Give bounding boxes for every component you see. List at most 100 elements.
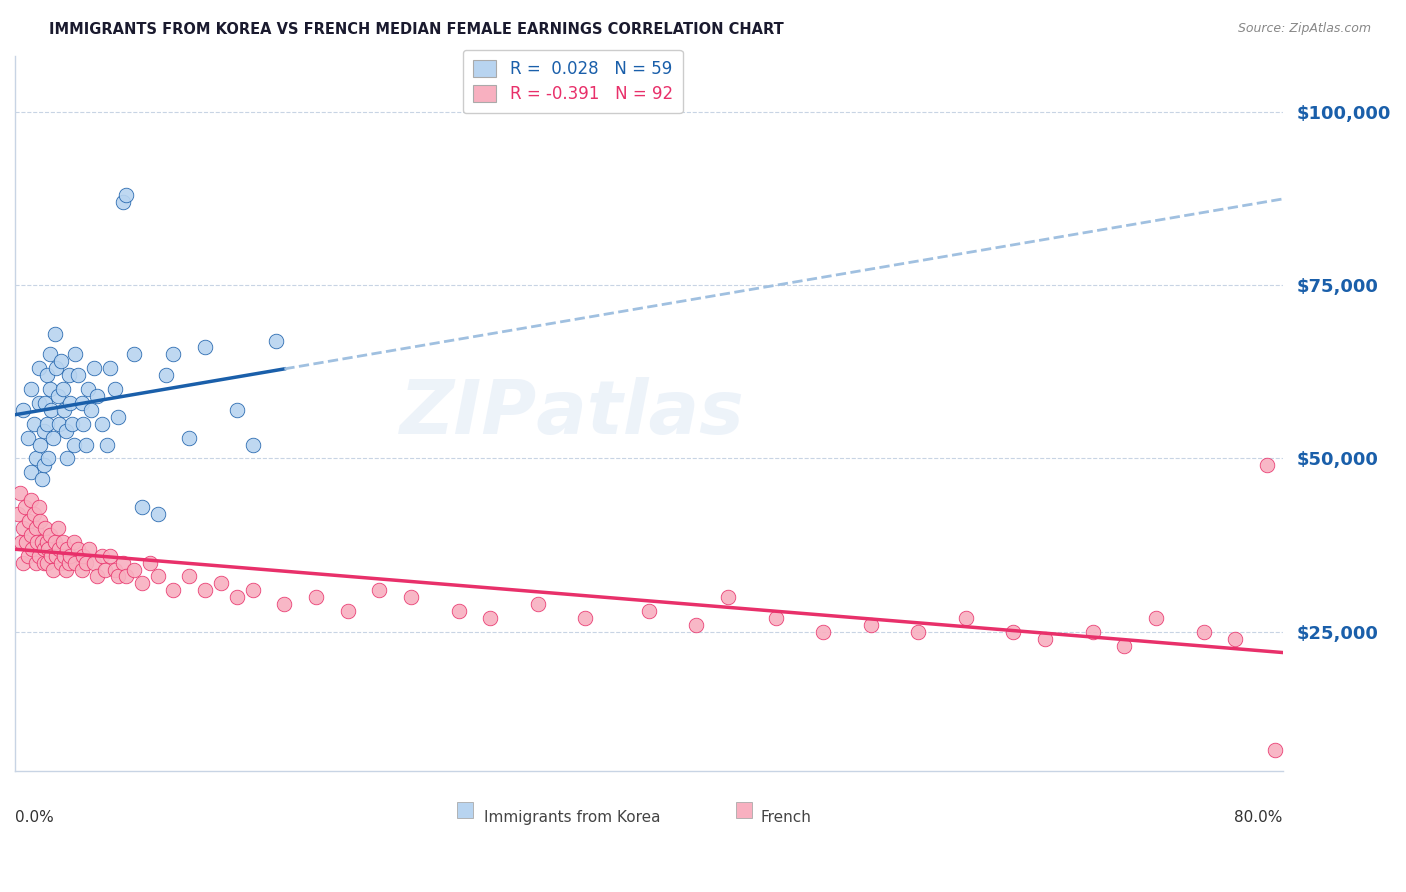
Point — [20, 528, 42, 542]
Text: Immigrants from Korea: Immigrants from Korea — [484, 810, 661, 825]
Point — [17, 549, 39, 563]
Point — [45, 549, 67, 563]
Point — [115, 569, 138, 583]
Text: IMMIGRANTS FROM KOREA VS FRENCH MEDIAN FEMALE EARNINGS CORRELATION CHART: IMMIGRANTS FROM KOREA VS FRENCH MEDIAN F… — [49, 22, 785, 37]
Point — [59, 396, 82, 410]
Point — [22, 417, 45, 431]
Point — [63, 347, 86, 361]
Point — [18, 514, 41, 528]
Point — [58, 556, 80, 570]
Point — [75, 437, 97, 451]
Point — [53, 549, 76, 563]
Point — [907, 624, 929, 639]
Point — [32, 556, 55, 570]
Point — [80, 403, 103, 417]
Point — [17, 431, 39, 445]
Point — [479, 611, 502, 625]
Point — [21, 541, 44, 556]
Point — [55, 562, 77, 576]
Point — [72, 549, 94, 563]
Point — [58, 368, 80, 383]
Point — [75, 556, 97, 570]
Point — [96, 437, 118, 451]
Point — [24, 556, 46, 570]
Legend: R =  0.028   N = 59, R = -0.391   N = 92: R = 0.028 N = 59, R = -0.391 N = 92 — [463, 50, 683, 113]
Point — [131, 500, 153, 514]
Point — [86, 569, 108, 583]
Point — [34, 521, 56, 535]
Point — [1114, 639, 1136, 653]
Point — [38, 382, 60, 396]
Point — [60, 417, 83, 431]
Point — [86, 389, 108, 403]
Point — [98, 549, 121, 563]
Point — [717, 591, 740, 605]
Point — [44, 326, 66, 341]
Point — [20, 466, 42, 480]
Point — [1264, 743, 1286, 757]
Point — [56, 451, 79, 466]
Point — [22, 507, 45, 521]
Point — [266, 334, 288, 348]
Point — [35, 417, 58, 431]
Point — [48, 541, 70, 556]
Point — [70, 396, 93, 410]
Point — [91, 417, 114, 431]
Point — [51, 534, 73, 549]
Point — [31, 534, 53, 549]
Text: 0.0%: 0.0% — [15, 810, 53, 825]
Point — [1033, 632, 1056, 646]
Point — [30, 514, 52, 528]
Point — [194, 341, 217, 355]
Point — [24, 521, 46, 535]
Point — [28, 396, 51, 410]
Point — [11, 556, 34, 570]
Point — [104, 562, 127, 576]
Point — [28, 549, 51, 563]
Point — [1192, 624, 1215, 639]
Point — [179, 431, 201, 445]
Point — [107, 409, 129, 424]
Point — [56, 541, 79, 556]
Point — [242, 583, 264, 598]
Point — [527, 597, 550, 611]
Point — [1002, 624, 1025, 639]
Point — [811, 624, 834, 639]
Point — [225, 403, 247, 417]
Point — [368, 583, 391, 598]
Text: 80.0%: 80.0% — [1234, 810, 1282, 825]
Point — [574, 611, 596, 625]
Point — [242, 437, 264, 451]
Point — [122, 347, 145, 361]
Point — [1081, 624, 1104, 639]
Point — [51, 382, 73, 396]
Point — [41, 549, 63, 563]
Point — [42, 562, 65, 576]
Point — [48, 417, 70, 431]
Point — [45, 361, 67, 376]
Point — [62, 534, 84, 549]
Point — [8, 486, 31, 500]
Point — [35, 368, 58, 383]
Point — [146, 569, 169, 583]
Point — [10, 534, 32, 549]
Point — [38, 528, 60, 542]
Text: ZIP​atlas: ZIP​atlas — [401, 377, 745, 450]
Point — [122, 562, 145, 576]
Point — [94, 562, 117, 576]
Point — [49, 556, 72, 570]
Point — [685, 618, 707, 632]
Point — [34, 396, 56, 410]
Point — [155, 368, 177, 383]
Point — [399, 591, 422, 605]
Point — [859, 618, 882, 632]
Point — [637, 604, 659, 618]
Point — [209, 576, 232, 591]
Point — [28, 500, 51, 514]
Point — [111, 556, 134, 570]
Point — [91, 549, 114, 563]
Point — [37, 451, 59, 466]
Point — [24, 451, 46, 466]
Point — [115, 187, 138, 202]
Point — [225, 591, 247, 605]
